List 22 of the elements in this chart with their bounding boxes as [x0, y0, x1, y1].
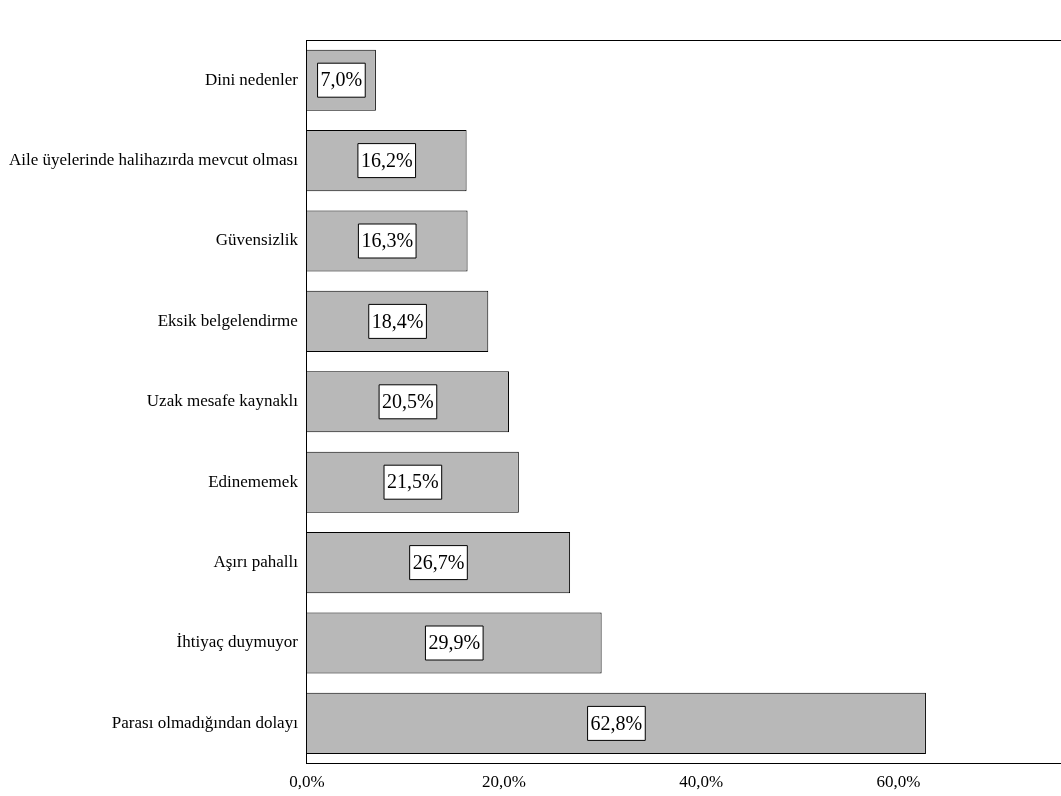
- data-label: 29,9%: [428, 631, 481, 654]
- data-label: 16,2%: [360, 148, 413, 171]
- x-tick-label: 60,0%: [876, 772, 921, 792]
- data-label: 21,5%: [387, 470, 439, 493]
- data-label: 18,4%: [371, 309, 424, 332]
- y-tick-label: Eksik belgelendirme: [157, 310, 298, 330]
- y-tick-label: Aşırı pahallı: [213, 552, 299, 572]
- y-tick-label: Dini nedenler: [204, 69, 299, 89]
- y-tick-label: Güvensizlik: [215, 230, 299, 250]
- y-tick-label: Aile üyelerinde halihazırda mevcut olması: [8, 150, 299, 170]
- data-label: 7,0%: [320, 68, 363, 91]
- x-tick-label: 0,0%: [289, 772, 325, 792]
- y-tick-label: Edinememek: [208, 471, 299, 491]
- data-label: 16,3%: [361, 229, 414, 252]
- y-tick-label: Uzak mesafe kaynaklı: [146, 391, 299, 411]
- data-label: 20,5%: [382, 390, 434, 413]
- y-tick-label: Parası olmadığından dolayı: [111, 712, 299, 732]
- x-tick-label: 20,0%: [482, 772, 527, 792]
- data-label: 26,7%: [412, 550, 465, 573]
- y-tick-label: İhtiyaç duymuyor: [176, 632, 299, 652]
- x-tick-label: 40,0%: [679, 772, 724, 792]
- data-label: 62,8%: [590, 711, 643, 734]
